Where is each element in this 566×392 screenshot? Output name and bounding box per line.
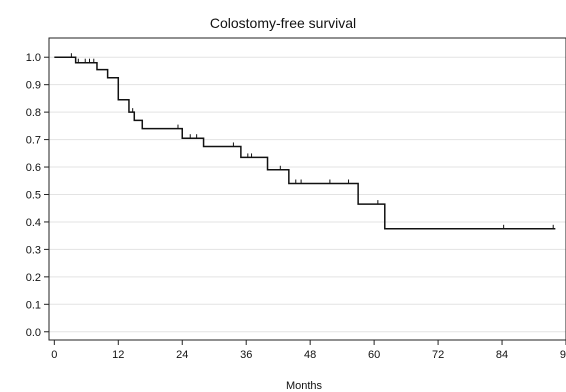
x-tick-label: 84 [496,349,508,361]
chart-title: Colostomy-free survival [210,15,356,31]
x-axis-label: Months [286,380,323,392]
y-tick-label: 0.4 [26,217,41,229]
y-tick-label: 0.2 [26,272,41,284]
survival-step-line [54,56,556,230]
grid-lines [49,56,566,333]
y-tick-label: 0.8 [26,107,41,119]
y-tick-label: 1.0 [26,52,41,64]
plot-frame [48,37,566,341]
y-axis: 0.0 0.1 0.2 0.3 0.4 0.5 0.6 0.7 0.8 0.9 1.0 [26,52,49,339]
survival-series [54,56,556,230]
x-axis: 0 12 24 36 48 60 72 84 96 [51,340,566,361]
x-tick-label: 72 [432,349,444,361]
y-tick-label: 0.3 [26,244,41,256]
x-tick-label: 36 [240,349,252,361]
y-tick-label: 0.1 [26,299,41,311]
y-tick-label: 0.9 [26,80,41,92]
y-tick-label: 0.6 [26,162,41,174]
y-tick-label: 0.0 [26,327,41,339]
x-tick-label: 60 [368,349,380,361]
y-tick-label: 0.7 [26,135,41,147]
x-tick-label: 96 [560,349,566,361]
x-tick-label: 0 [51,349,57,361]
censor-marks [70,53,554,229]
x-tick-label: 48 [304,349,316,361]
x-tick-label: 24 [176,349,188,361]
x-tick-label: 12 [112,349,124,361]
y-tick-label: 0.5 [26,189,41,201]
